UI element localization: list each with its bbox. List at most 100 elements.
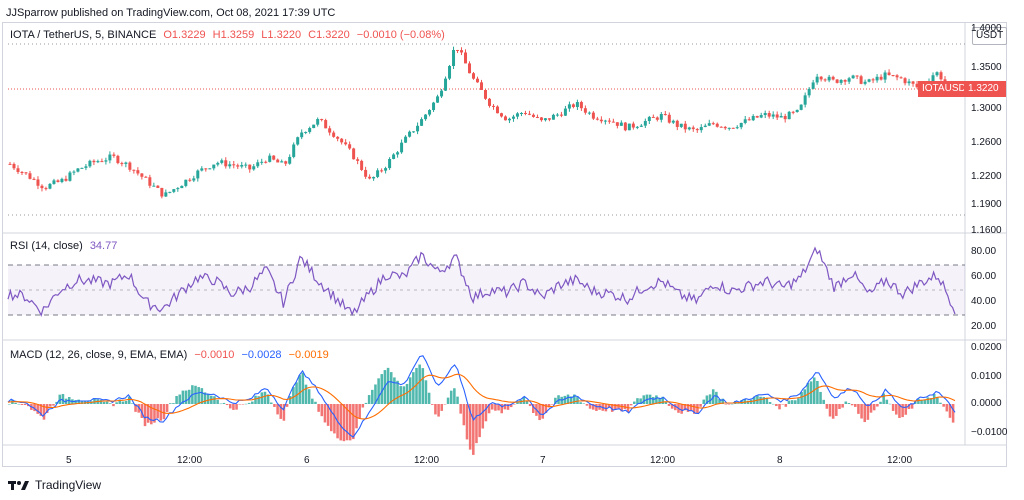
candle-body <box>24 172 28 174</box>
candle-body <box>551 114 555 120</box>
macd-histogram-bar <box>718 399 721 404</box>
macd-histogram-bar <box>844 401 848 404</box>
candle-body <box>320 119 324 121</box>
macd-histogram-bar <box>263 391 267 404</box>
candle-body <box>567 104 571 109</box>
candle-body <box>28 173 32 179</box>
candle-body <box>72 171 76 173</box>
candle-body <box>571 104 575 108</box>
candle-body <box>128 162 132 170</box>
macd-histogram-bar <box>636 398 639 404</box>
macd-histogram-bar <box>487 404 491 414</box>
rsi-tick: 80.00 <box>971 246 997 257</box>
candle-body <box>739 122 743 128</box>
candle-body <box>476 78 480 83</box>
candle-body <box>260 161 264 163</box>
macd-histogram-bar <box>506 404 510 410</box>
macd-label[interactable]: MACD (12, 26, close, 9, EMA, EMA) <box>10 349 188 361</box>
macd-histogram-bar <box>118 399 122 404</box>
macd-histogram-bar <box>639 398 642 404</box>
candle-body <box>440 90 444 97</box>
macd-histogram-bar <box>292 387 295 404</box>
rsi-label[interactable]: RSI (14, close) <box>10 240 83 252</box>
macd-histogram-bar <box>866 404 870 420</box>
candle-body <box>731 127 735 129</box>
macd-histogram-bar <box>14 402 17 404</box>
macd-histogram-bar <box>298 375 301 404</box>
symbol-label[interactable]: IOTA / TetherUS, 5, BINANCE <box>10 29 157 41</box>
macd-histogram-bar <box>882 393 885 404</box>
macd-histogram-bar <box>134 404 137 412</box>
candle-body <box>759 115 763 118</box>
macd-histogram-bar <box>295 382 298 404</box>
tradingview-footer[interactable]: TradingView <box>8 478 101 492</box>
candle-body <box>743 119 747 123</box>
candle-body <box>583 108 587 113</box>
macd-histogram-bar <box>642 395 646 404</box>
candle-body <box>284 161 288 164</box>
currency-button[interactable]: USDT <box>972 27 1008 45</box>
candle-body <box>487 98 491 106</box>
macd-histogram-bar <box>449 390 453 404</box>
macd-histogram-bar <box>153 404 156 423</box>
macd-histogram-bar <box>494 404 497 411</box>
macd-histogram-bar <box>759 396 762 404</box>
candle-body <box>903 78 907 84</box>
macd-histogram-bar <box>939 402 942 404</box>
macd-histogram-bar <box>907 404 911 410</box>
macd-histogram-bar <box>430 404 434 405</box>
candle-body <box>823 79 827 81</box>
macd-histogram-bar <box>513 404 516 405</box>
candle-body <box>12 163 16 169</box>
rsi-tick: 60.00 <box>971 271 997 282</box>
candle-body <box>168 191 172 193</box>
candle-body <box>503 116 507 121</box>
macd-histogram-bar <box>77 399 81 404</box>
macd-histogram-bar <box>936 396 939 404</box>
macd-histogram-bar <box>440 404 444 411</box>
candle-body <box>332 132 336 137</box>
macd-histogram-bar <box>778 404 781 410</box>
macd-histogram-bar <box>80 400 84 404</box>
candle-body <box>887 72 891 76</box>
macd-histogram-bar <box>831 404 835 419</box>
macd-histogram-bar <box>121 401 125 404</box>
macd-histogram-bar <box>178 394 182 404</box>
time-tick: 8 <box>777 455 783 466</box>
macd-histogram-bar <box>610 404 614 412</box>
candle-body <box>747 119 751 121</box>
macd-histogram-bar <box>797 398 800 404</box>
candle-body <box>100 161 104 163</box>
candle-body <box>647 116 651 121</box>
candle-body <box>300 132 304 138</box>
candle-body <box>480 82 483 90</box>
candles-group <box>8 46 955 199</box>
macd-histogram-bar <box>781 404 784 405</box>
candle-body <box>827 76 831 81</box>
candle-body <box>376 170 380 177</box>
macd-histogram-bar <box>604 404 608 412</box>
macd-tick: −0.0100 <box>971 427 1008 438</box>
candle-body <box>368 176 372 179</box>
time-tick: 6 <box>304 455 310 466</box>
macd-histogram-bar <box>705 395 709 404</box>
macd-value-line: −0.0028 <box>241 349 282 361</box>
candle-body <box>671 120 675 123</box>
candle-body <box>360 160 364 170</box>
macd-histogram-bar <box>835 404 838 416</box>
rsi-tick: 40.00 <box>971 296 997 307</box>
macd-histogram-bar <box>377 378 380 404</box>
candle-body <box>132 169 136 171</box>
candle-body <box>76 168 80 172</box>
candle-body <box>424 114 428 120</box>
macd-histogram-bar <box>857 404 860 414</box>
candle-body <box>396 152 400 155</box>
macd-histogram-bar <box>165 404 169 412</box>
macd-histogram-bar <box>364 402 368 404</box>
candle-body <box>392 154 396 159</box>
macd-histogram-bar <box>225 404 229 406</box>
candle-body <box>907 81 911 84</box>
candle-body <box>675 120 679 127</box>
macd-histogram-bar <box>472 404 475 455</box>
